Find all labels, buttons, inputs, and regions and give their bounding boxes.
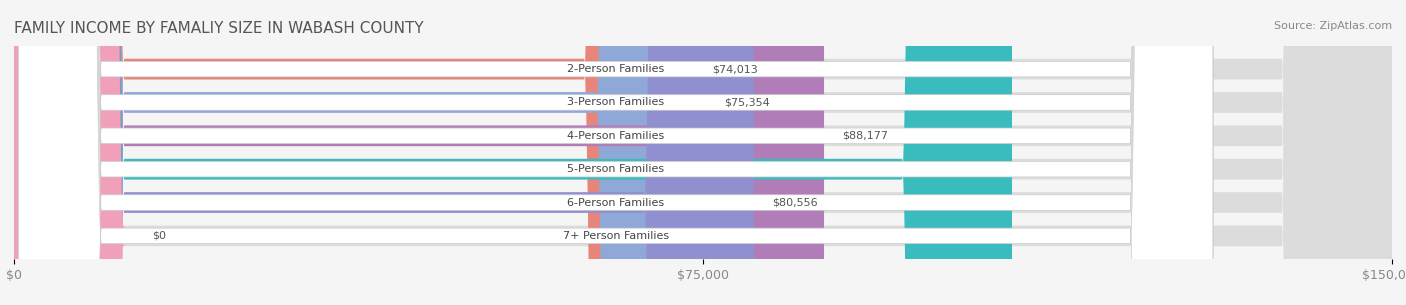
FancyBboxPatch shape: [14, 0, 754, 305]
FancyBboxPatch shape: [18, 0, 1213, 305]
Text: 2-Person Families: 2-Person Families: [567, 64, 665, 74]
FancyBboxPatch shape: [14, 0, 1392, 305]
FancyBboxPatch shape: [18, 0, 1213, 305]
FancyBboxPatch shape: [14, 0, 1392, 305]
Text: $0: $0: [152, 231, 166, 241]
FancyBboxPatch shape: [14, 0, 824, 305]
FancyBboxPatch shape: [18, 0, 1213, 305]
FancyBboxPatch shape: [14, 0, 1392, 305]
FancyBboxPatch shape: [18, 0, 1213, 305]
FancyBboxPatch shape: [14, 0, 1392, 305]
Text: $74,013: $74,013: [713, 64, 758, 74]
Text: $75,354: $75,354: [724, 98, 770, 107]
FancyBboxPatch shape: [18, 0, 1213, 305]
Text: $80,556: $80,556: [772, 198, 818, 207]
Text: 3-Person Families: 3-Person Families: [567, 98, 664, 107]
FancyBboxPatch shape: [14, 0, 695, 305]
FancyBboxPatch shape: [0, 0, 124, 305]
Text: 7+ Person Families: 7+ Person Families: [562, 231, 669, 241]
FancyBboxPatch shape: [14, 0, 1012, 305]
FancyBboxPatch shape: [14, 0, 706, 305]
Text: Source: ZipAtlas.com: Source: ZipAtlas.com: [1274, 21, 1392, 31]
FancyBboxPatch shape: [14, 0, 1392, 305]
FancyBboxPatch shape: [18, 0, 1213, 305]
Text: $88,177: $88,177: [842, 131, 889, 141]
Text: $108,636: $108,636: [935, 164, 994, 174]
Text: 4-Person Families: 4-Person Families: [567, 131, 665, 141]
FancyBboxPatch shape: [14, 0, 1392, 305]
Text: FAMILY INCOME BY FAMALIY SIZE IN WABASH COUNTY: FAMILY INCOME BY FAMALIY SIZE IN WABASH …: [14, 21, 423, 36]
Text: 5-Person Families: 5-Person Families: [567, 164, 664, 174]
Text: 6-Person Families: 6-Person Families: [567, 198, 664, 207]
